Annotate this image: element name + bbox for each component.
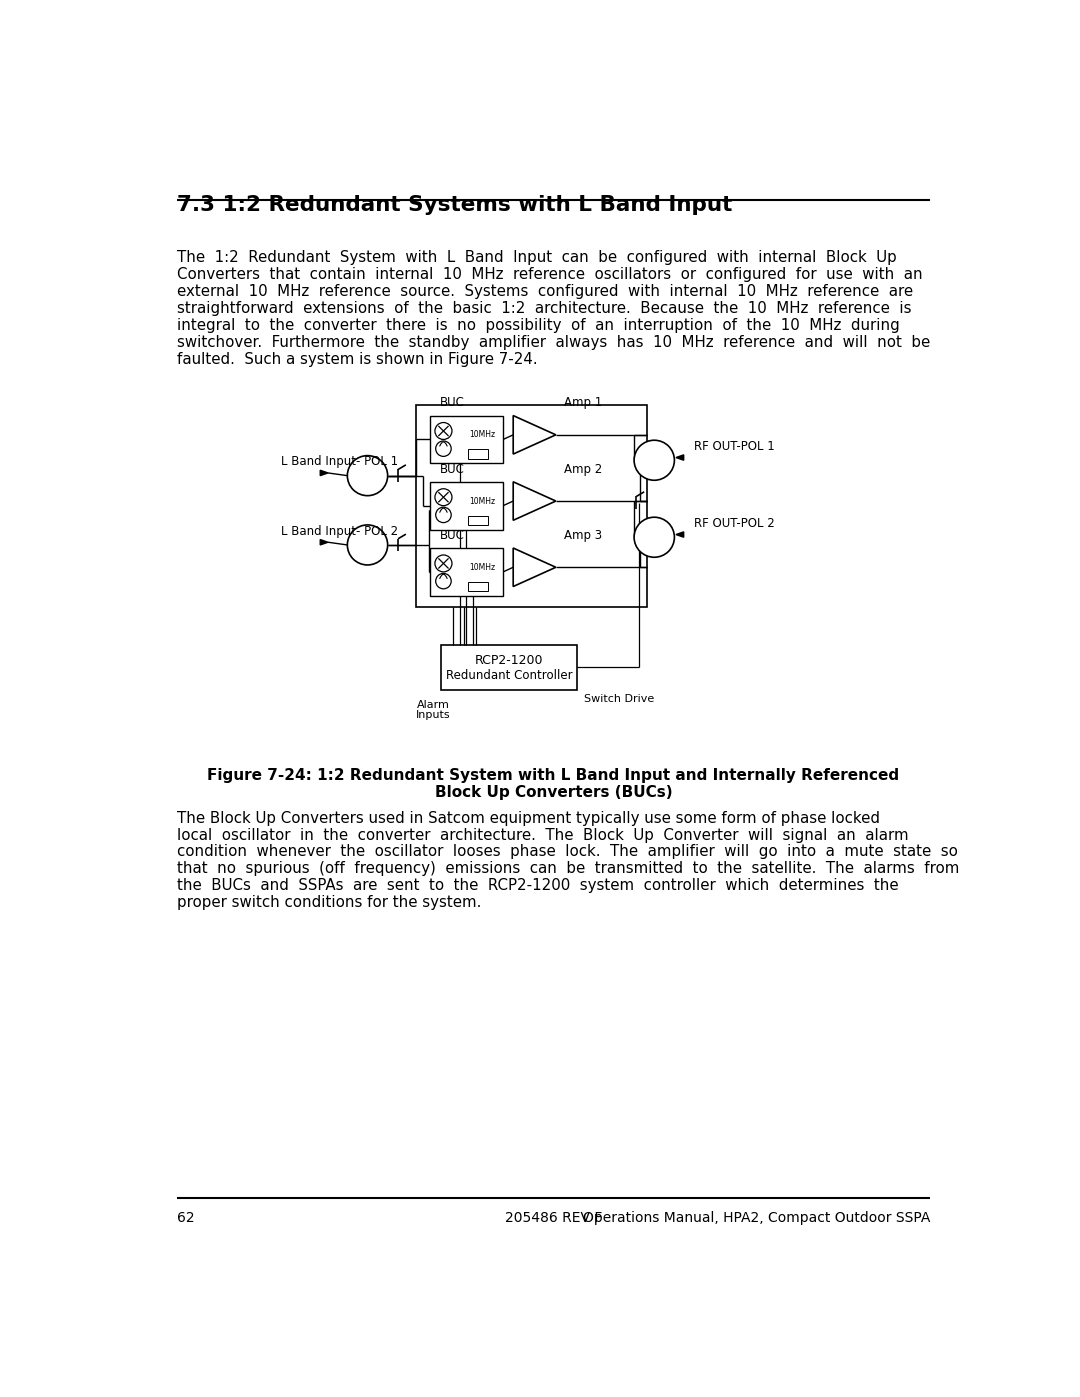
Text: external  10  MHz  reference  source.  Systems  configured  with  internal  10  : external 10 MHz reference source. System…	[177, 284, 913, 299]
Text: switchover.  Furthermore  the  standby  amplifier  always  has  10  MHz  referen: switchover. Furthermore the standby ampl…	[177, 335, 930, 349]
Text: RF OUT-POL 1: RF OUT-POL 1	[693, 440, 774, 453]
Bar	[416, 405, 647, 606]
Bar	[430, 548, 503, 595]
Polygon shape	[513, 482, 556, 520]
Text: 62: 62	[177, 1211, 194, 1225]
Text: 10MHz: 10MHz	[469, 563, 496, 571]
Text: 7.3 1:2 Redundant Systems with L Band Input: 7.3 1:2 Redundant Systems with L Band In…	[177, 196, 732, 215]
Circle shape	[435, 422, 451, 440]
Text: 10MHz: 10MHz	[469, 430, 496, 439]
Bar	[430, 482, 503, 529]
Text: Amp 2: Amp 2	[564, 462, 602, 475]
Circle shape	[435, 441, 451, 457]
Bar	[430, 415, 503, 464]
Polygon shape	[513, 548, 556, 587]
Text: Amp 1: Amp 1	[564, 397, 602, 409]
Circle shape	[435, 507, 451, 522]
Text: BUC: BUC	[440, 462, 464, 475]
Bar	[441, 645, 577, 690]
Text: Switch Drive: Switch Drive	[584, 694, 654, 704]
Text: BUC: BUC	[440, 529, 464, 542]
Text: L Band Input- POL 2: L Band Input- POL 2	[281, 525, 397, 538]
Circle shape	[348, 525, 388, 564]
Text: the  BUCs  and  SSPAs  are  sent  to  the  RCP2-1200  system  controller  which : the BUCs and SSPAs are sent to the RCP2-…	[177, 879, 899, 893]
Text: straightforward  extensions  of  the  basic  1:2  architecture.  Because  the  1: straightforward extensions of the basic …	[177, 300, 912, 316]
Text: 205486 REV F: 205486 REV F	[504, 1211, 603, 1225]
Text: RF OUT-POL 2: RF OUT-POL 2	[693, 517, 774, 529]
Text: The  1:2  Redundant  System  with  L  Band  Input  can  be  configured  with  in: The 1:2 Redundant System with L Band Inp…	[177, 250, 896, 265]
Text: Block Up Converters (BUCs): Block Up Converters (BUCs)	[434, 785, 673, 800]
Text: integral  to  the  converter  there  is  no  possibility  of  an  interruption  : integral to the converter there is no po…	[177, 317, 900, 332]
Bar	[469, 583, 488, 591]
Bar	[469, 515, 488, 525]
Polygon shape	[321, 471, 328, 475]
Text: Figure 7-24: 1:2 Redundant System with L Band Input and Internally Referenced: Figure 7-24: 1:2 Redundant System with L…	[207, 768, 900, 784]
Text: RCP2-1200: RCP2-1200	[475, 654, 543, 666]
Text: faulted.  Such a system is shown in Figure 7-24.: faulted. Such a system is shown in Figur…	[177, 352, 538, 366]
Text: that  no  spurious  (off  frequency)  emissions  can  be  transmitted  to  the  : that no spurious (off frequency) emissio…	[177, 862, 959, 876]
Text: Operations Manual, HPA2, Compact Outdoor SSPA: Operations Manual, HPA2, Compact Outdoor…	[583, 1211, 930, 1225]
Text: proper switch conditions for the system.: proper switch conditions for the system.	[177, 895, 482, 911]
Text: L Band Input- POL 1: L Band Input- POL 1	[281, 455, 397, 468]
Circle shape	[435, 555, 451, 571]
Polygon shape	[513, 415, 556, 454]
Circle shape	[634, 440, 674, 481]
Polygon shape	[676, 532, 684, 538]
Polygon shape	[321, 539, 328, 545]
Text: 10MHz: 10MHz	[469, 496, 496, 506]
Circle shape	[435, 489, 451, 506]
Bar	[469, 450, 488, 458]
Text: The Block Up Converters used in Satcom equipment typically use some form of phas: The Block Up Converters used in Satcom e…	[177, 810, 880, 826]
Text: Amp 3: Amp 3	[564, 529, 602, 542]
Circle shape	[348, 455, 388, 496]
Text: local  oscillator  in  the  converter  architecture.  The  Block  Up  Converter : local oscillator in the converter archit…	[177, 827, 908, 842]
Text: condition  whenever  the  oscillator  looses  phase  lock.  The  amplifier  will: condition whenever the oscillator looses…	[177, 844, 958, 859]
Circle shape	[634, 517, 674, 557]
Text: BUC: BUC	[440, 397, 464, 409]
Text: Redundant Controller: Redundant Controller	[446, 669, 572, 682]
Text: Inputs: Inputs	[416, 710, 450, 719]
Text: Converters  that  contain  internal  10  MHz  reference  oscillators  or  config: Converters that contain internal 10 MHz …	[177, 267, 922, 282]
Polygon shape	[676, 455, 684, 460]
Text: Alarm: Alarm	[417, 700, 449, 710]
Circle shape	[435, 573, 451, 588]
